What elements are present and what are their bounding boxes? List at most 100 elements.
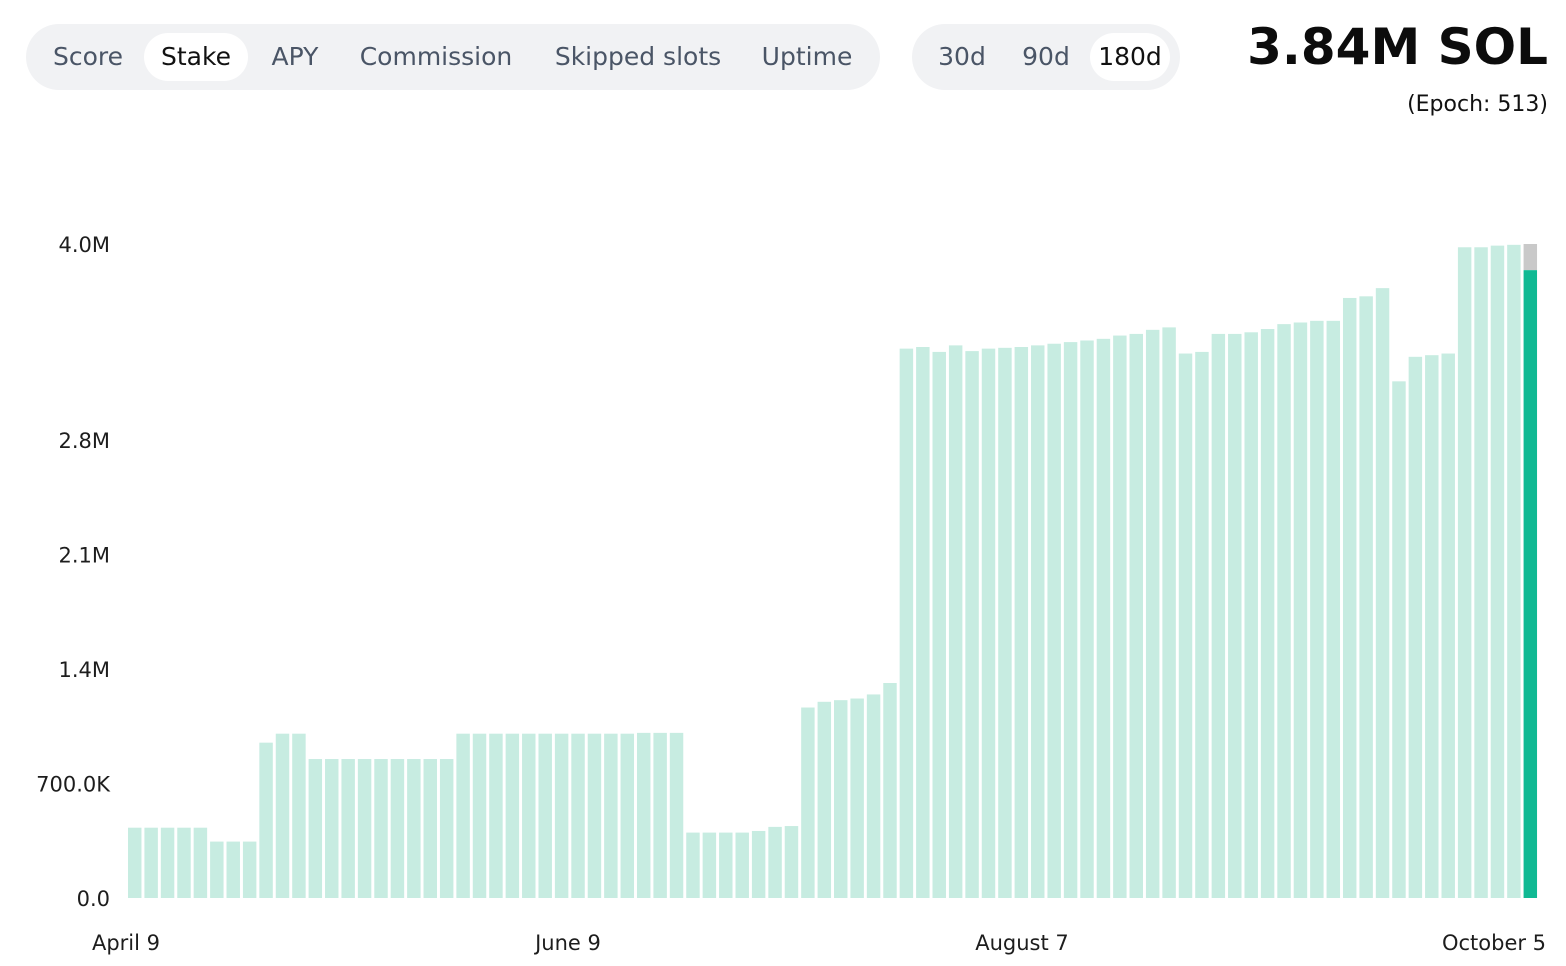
bar[interactable] <box>850 698 864 898</box>
bar[interactable] <box>489 733 503 898</box>
range-90d[interactable]: 90d <box>1022 42 1070 71</box>
bar[interactable] <box>1260 329 1275 898</box>
bar[interactable] <box>308 759 323 898</box>
y-tick-label: 2.1M <box>58 544 110 568</box>
bar[interactable] <box>1014 347 1029 898</box>
bar[interactable] <box>1392 381 1406 899</box>
bar[interactable] <box>916 347 930 898</box>
bar[interactable] <box>899 348 914 898</box>
bar[interactable] <box>177 827 191 898</box>
bar[interactable] <box>1310 320 1324 899</box>
bar[interactable] <box>702 832 717 898</box>
bar[interactable] <box>128 827 142 898</box>
bar[interactable] <box>604 733 618 898</box>
bar[interactable] <box>768 826 782 898</box>
bar[interactable] <box>636 732 651 898</box>
range-180d[interactable]: 180d <box>1090 33 1170 81</box>
bar[interactable] <box>538 733 552 898</box>
bar[interactable] <box>1228 333 1242 898</box>
bar[interactable] <box>160 827 175 898</box>
bar[interactable] <box>423 759 437 898</box>
bar[interactable] <box>1342 297 1357 899</box>
bar[interactable] <box>1293 322 1308 899</box>
bar[interactable] <box>653 732 667 898</box>
bar[interactable] <box>1178 353 1193 898</box>
tab-stake[interactable]: Stake <box>144 33 248 81</box>
bar[interactable] <box>751 830 766 898</box>
bar[interactable] <box>292 733 306 898</box>
bar-current[interactable] <box>1523 270 1538 898</box>
y-tick-label: 700.0K <box>36 773 111 797</box>
bar[interactable] <box>1113 335 1127 898</box>
bar[interactable] <box>587 733 602 898</box>
bar-series <box>128 244 1538 899</box>
bar[interactable] <box>817 701 832 898</box>
bar[interactable] <box>965 351 979 899</box>
bar[interactable] <box>554 733 569 898</box>
bar[interactable] <box>193 827 208 898</box>
bar[interactable] <box>1507 244 1521 898</box>
bar[interactable] <box>1408 356 1423 898</box>
bar[interactable] <box>571 733 585 898</box>
bar[interactable] <box>1277 324 1291 898</box>
bar[interactable] <box>620 733 635 898</box>
bar[interactable] <box>259 742 273 898</box>
bar[interactable] <box>390 759 405 898</box>
bar[interactable] <box>456 733 470 898</box>
bar[interactable] <box>1474 247 1488 898</box>
bar[interactable] <box>834 700 848 898</box>
bar[interactable] <box>439 759 454 898</box>
bar[interactable] <box>1080 340 1094 899</box>
bar[interactable] <box>948 345 963 898</box>
bar[interactable] <box>1244 332 1258 898</box>
bar[interactable] <box>522 733 536 898</box>
bar[interactable] <box>472 733 487 898</box>
bar[interactable] <box>1096 338 1111 899</box>
bar[interactable] <box>505 733 520 898</box>
bar[interactable] <box>341 759 355 898</box>
bar[interactable] <box>1129 333 1143 898</box>
bar[interactable] <box>226 841 240 898</box>
bar[interactable] <box>932 351 946 898</box>
bar[interactable] <box>1375 288 1390 898</box>
bar[interactable] <box>1195 351 1209 898</box>
bar[interactable] <box>1441 353 1455 898</box>
bar[interactable] <box>735 832 749 898</box>
bar[interactable] <box>801 707 815 898</box>
bar[interactable] <box>686 832 700 898</box>
tab-score[interactable]: Score <box>52 42 124 71</box>
bar[interactable] <box>1425 355 1439 898</box>
bar[interactable] <box>325 759 339 898</box>
tab-apy[interactable]: APY <box>271 42 319 71</box>
bar[interactable] <box>719 832 733 898</box>
tab-uptime[interactable]: Uptime <box>761 42 853 71</box>
bar[interactable] <box>242 841 257 898</box>
bar[interactable] <box>669 732 684 898</box>
bar[interactable] <box>1359 296 1373 898</box>
bar[interactable] <box>1063 342 1078 899</box>
x-axis: April 9 June 9 August 7 October 5 <box>92 931 1546 955</box>
tab-commission[interactable]: Commission <box>359 42 513 71</box>
bar[interactable] <box>1145 329 1160 899</box>
bar[interactable] <box>1031 345 1045 898</box>
bar[interactable] <box>998 347 1012 898</box>
bar[interactable] <box>1326 320 1341 899</box>
bar[interactable] <box>1211 333 1226 898</box>
bar[interactable] <box>275 733 290 898</box>
bar[interactable] <box>210 841 224 898</box>
range-30d[interactable]: 30d <box>938 42 986 71</box>
current-stake-value: 3.84M SOL <box>1247 18 1548 76</box>
tab-skipped-slots[interactable]: Skipped slots <box>554 42 722 71</box>
bar[interactable] <box>981 348 996 898</box>
bar[interactable] <box>883 683 897 898</box>
bar[interactable] <box>1162 327 1176 898</box>
bar[interactable] <box>357 759 372 898</box>
bar[interactable] <box>144 827 158 898</box>
bar[interactable] <box>1490 245 1505 898</box>
bar[interactable] <box>866 694 881 898</box>
bar[interactable] <box>374 759 388 898</box>
bar[interactable] <box>1047 343 1061 898</box>
bar[interactable] <box>1457 247 1472 898</box>
bar[interactable] <box>407 759 421 898</box>
bar[interactable] <box>784 826 799 898</box>
